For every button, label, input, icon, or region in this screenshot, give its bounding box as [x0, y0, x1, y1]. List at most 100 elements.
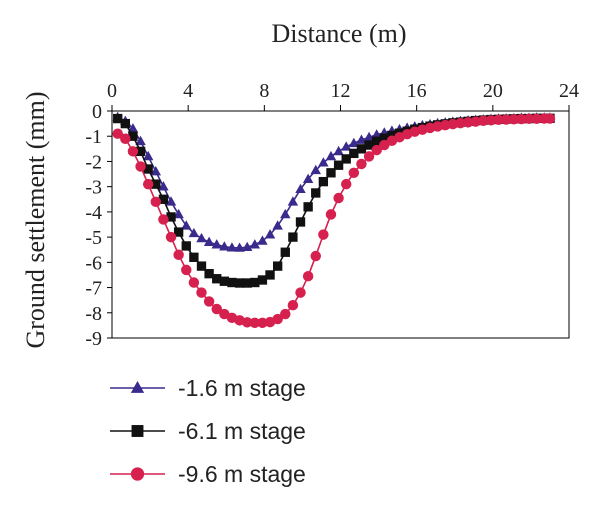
y-axis-ticks: 0 -1 -2 -3 -4 -5 -6 -7 -8 -9 [85, 101, 112, 350]
data-point [310, 164, 321, 175]
data-point [318, 176, 329, 187]
data-point [226, 242, 238, 252]
data-point [165, 231, 177, 243]
data-point [333, 192, 344, 204]
data-point [341, 154, 351, 164]
data-point [485, 115, 497, 126]
data-point [349, 148, 359, 159]
plot-area-frame [111, 110, 570, 339]
data-point [318, 157, 329, 167]
data-point [219, 241, 230, 251]
data-point [303, 202, 313, 212]
data-point [325, 209, 337, 220]
data-point [173, 208, 184, 219]
y-tick-label: -6 [85, 252, 102, 274]
data-point [440, 119, 451, 131]
data-point [188, 227, 200, 238]
data-point [265, 270, 275, 280]
data-point [112, 128, 123, 139]
data-point [287, 196, 299, 206]
data-point [318, 229, 329, 240]
data-point [212, 274, 222, 284]
data-point [158, 214, 169, 225]
data-point [196, 287, 207, 298]
data-point [379, 133, 389, 143]
data-point [288, 232, 298, 242]
data-point [544, 113, 556, 124]
x-tick-label: 8 [259, 80, 269, 102]
data-point [508, 114, 520, 125]
x-axis-title: Distance (m) [271, 19, 406, 48]
data-point [462, 117, 474, 128]
data-point [372, 136, 382, 146]
data-point [348, 137, 360, 148]
y-tick-label: -2 [85, 151, 102, 173]
data-point [249, 239, 261, 249]
y-tick-label: -5 [85, 227, 102, 249]
data-point [363, 131, 375, 142]
data-point [280, 247, 290, 257]
data-point [257, 275, 268, 285]
data-point [181, 241, 191, 251]
data-point [326, 168, 336, 178]
x-tick-label: 20 [483, 80, 503, 102]
data-point [211, 239, 222, 249]
data-point [120, 133, 131, 144]
data-point [493, 114, 504, 126]
data-point [311, 188, 321, 198]
y-tick-label: -8 [85, 303, 102, 325]
y-axis-title: Ground settlement (mm) [21, 91, 50, 348]
data-point [364, 140, 374, 150]
data-point [272, 261, 283, 271]
x-axis-ticks: 0 4 8 12 16 20 24 [107, 80, 579, 111]
data-point [165, 196, 177, 206]
data-point [516, 113, 527, 125]
legend-label: -1.6 m stage [178, 375, 306, 401]
data-point [302, 173, 314, 183]
y-tick-label: -9 [85, 328, 102, 350]
data-point [523, 113, 535, 125]
data-point [272, 220, 283, 230]
data-point [280, 308, 291, 320]
legend-label: -6.1 m stage [178, 418, 306, 444]
y-tick-label: -7 [85, 278, 102, 300]
data-point [257, 235, 268, 245]
data-point [135, 146, 146, 157]
data-point [447, 118, 459, 130]
y-tick-label: 0 [92, 101, 102, 123]
data-point [310, 250, 321, 262]
data-point [325, 150, 337, 161]
data-point [333, 160, 344, 170]
data-point [387, 130, 397, 141]
series-square [113, 113, 555, 288]
data-point [158, 181, 169, 191]
data-point [135, 135, 146, 146]
data-point [302, 270, 314, 282]
data-point [142, 150, 154, 161]
data-point [234, 278, 245, 288]
data-point [211, 303, 222, 315]
data-point [348, 167, 360, 179]
data-point [531, 113, 542, 125]
y-tick-label: -4 [85, 202, 102, 224]
data-point [249, 317, 261, 329]
x-tick-label: 16 [407, 80, 427, 102]
legend-item: -1.6 m stage [110, 375, 306, 401]
data-point [196, 261, 207, 271]
data-point [188, 277, 200, 288]
legend-item: -6.1 m stage [110, 418, 306, 444]
data-point [257, 317, 268, 329]
data-point [204, 269, 214, 279]
legend: -1.6 m stage -6.1 m stage -9.6 m stage [110, 375, 306, 487]
data-point [280, 208, 291, 219]
data-point [379, 139, 390, 151]
legend-item: -9.6 m stage [110, 461, 306, 487]
data-point [196, 232, 207, 243]
legend-label: -9.6 m stage [178, 461, 306, 487]
data-point [272, 313, 283, 325]
data-point [234, 242, 245, 252]
data-point [135, 161, 146, 172]
data-point [127, 123, 139, 133]
data-point [158, 194, 169, 204]
